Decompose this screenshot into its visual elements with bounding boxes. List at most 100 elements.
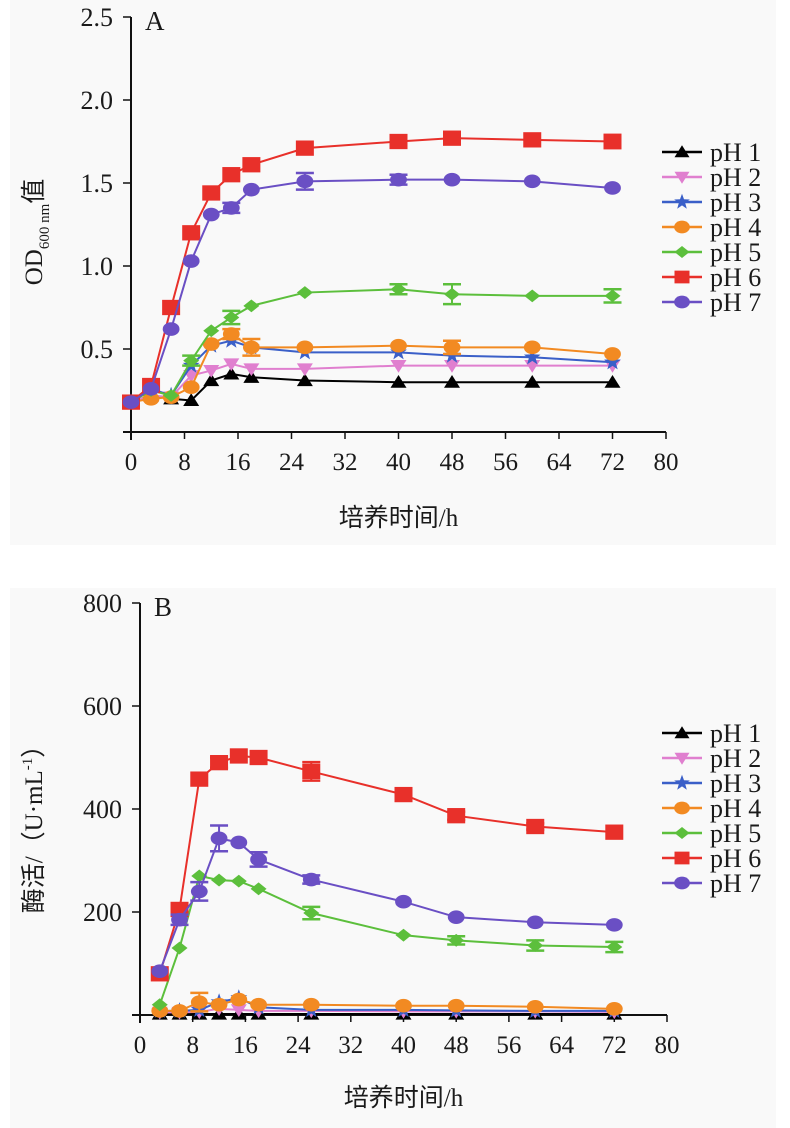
x-tick-label: 80 <box>655 1032 680 1059</box>
legend-marker-icon <box>674 171 690 184</box>
data-point <box>526 999 544 1014</box>
data-point <box>182 254 200 268</box>
data-point <box>604 353 621 370</box>
data-point <box>390 338 407 353</box>
series-ph6 <box>122 130 622 410</box>
data-point <box>448 933 465 947</box>
x-axis-label: 培养时间/h <box>339 504 459 532</box>
data-point <box>250 997 267 1012</box>
data-point <box>151 998 168 1012</box>
data-point <box>527 939 544 952</box>
data-point <box>182 225 201 241</box>
x-tick-label: 64 <box>547 449 573 476</box>
data-point <box>203 373 220 387</box>
series-ph5 <box>151 869 624 1012</box>
legend-marker-icon <box>674 827 690 839</box>
data-point <box>223 358 240 372</box>
legend-label: pH 4 <box>710 213 761 242</box>
x-tick-label: 48 <box>440 449 465 476</box>
data-point <box>230 992 248 1007</box>
legend-label: pH 3 <box>710 769 761 798</box>
data-point <box>296 363 313 377</box>
data-point <box>229 748 248 764</box>
legend-marker-icon <box>674 851 690 865</box>
data-point <box>210 755 229 771</box>
legend-marker-icon <box>674 726 690 739</box>
x-tick-label: 32 <box>338 1032 363 1059</box>
series-line <box>158 837 615 972</box>
data-point <box>605 824 624 840</box>
data-point <box>250 852 267 867</box>
y-axis-label-superscript: -1 <box>20 758 36 771</box>
panel-b: 0 8 16 24 32 40 48 56 64 72 80 200 400 600 800 B 培养时间/h 酶… <box>10 588 776 1128</box>
data-point <box>203 324 220 338</box>
data-point <box>242 157 261 173</box>
series-ph4 <box>122 327 621 409</box>
series-line <box>158 754 615 975</box>
data-point <box>171 941 188 955</box>
x-tick-label: 0 <box>134 1032 147 1059</box>
data-point <box>390 172 407 187</box>
series-ph6 <box>150 748 624 982</box>
legend-marker-icon <box>674 220 690 234</box>
data-point <box>604 360 621 373</box>
data-point <box>444 287 460 301</box>
data-point <box>302 763 321 780</box>
y-tick-label: 200 <box>83 898 122 927</box>
data-point <box>296 286 313 299</box>
data-point <box>162 322 180 336</box>
legend-label: pH 5 <box>710 238 761 267</box>
data-point <box>183 393 200 407</box>
data-point <box>444 375 460 388</box>
data-point <box>447 998 465 1013</box>
data-point <box>171 912 188 927</box>
y-axis-label-main: OD <box>21 249 48 285</box>
y-tick-label: 1.5 <box>81 169 114 198</box>
data-point <box>524 289 541 303</box>
data-point <box>523 174 541 189</box>
y-tick-label: 2.5 <box>81 3 114 32</box>
x-tick-label: 56 <box>496 1032 521 1059</box>
x-tick-label: 40 <box>391 1032 416 1059</box>
data-point <box>211 873 228 887</box>
y-axis-label: 酶活/（U·mL-1） <box>20 733 48 914</box>
data-point <box>171 1004 188 1018</box>
legend-label: pH 7 <box>710 869 761 898</box>
panel-a: 0 8 16 24 32 40 48 56 64 72 80 0.5 1.0 1.5 2.0 2.5 A 培养时间… <box>10 0 776 545</box>
y-tick-label: 1.0 <box>81 252 114 281</box>
legend-label: pH 6 <box>710 263 761 292</box>
data-point <box>296 174 314 189</box>
data-point <box>389 133 408 150</box>
legend-label: pH 2 <box>710 744 761 773</box>
data-point <box>523 340 541 355</box>
data-point <box>163 389 180 402</box>
data-point <box>230 835 248 850</box>
data-point <box>603 133 622 150</box>
y-axis-label-subscript: 600 nm <box>37 203 53 249</box>
legend-label: pH 3 <box>710 188 761 217</box>
data-point <box>302 997 320 1012</box>
x-tick-label: 72 <box>600 449 625 476</box>
data-point <box>222 167 241 183</box>
data-point <box>230 874 247 888</box>
data-point <box>447 808 466 824</box>
data-point <box>606 940 623 954</box>
data-point <box>222 201 240 215</box>
data-point <box>390 375 407 388</box>
legend-item: pH 2 <box>662 744 761 773</box>
legend-marker-icon <box>674 193 690 209</box>
panel-label: B <box>154 592 172 622</box>
x-tick-label: 8 <box>186 1032 199 1059</box>
data-point <box>302 872 320 887</box>
data-point <box>190 995 208 1009</box>
legend-marker-icon <box>674 774 690 790</box>
legend-item: pH 5 <box>662 819 761 848</box>
data-point <box>443 172 461 187</box>
data-point <box>142 382 160 396</box>
y-axis-label-suffix: 值 <box>20 179 48 204</box>
data-point <box>190 884 208 899</box>
y-tick-label: 2.0 <box>81 86 114 115</box>
legend-marker-icon <box>674 752 690 765</box>
data-point <box>202 207 220 222</box>
legend-marker-icon <box>674 270 690 284</box>
